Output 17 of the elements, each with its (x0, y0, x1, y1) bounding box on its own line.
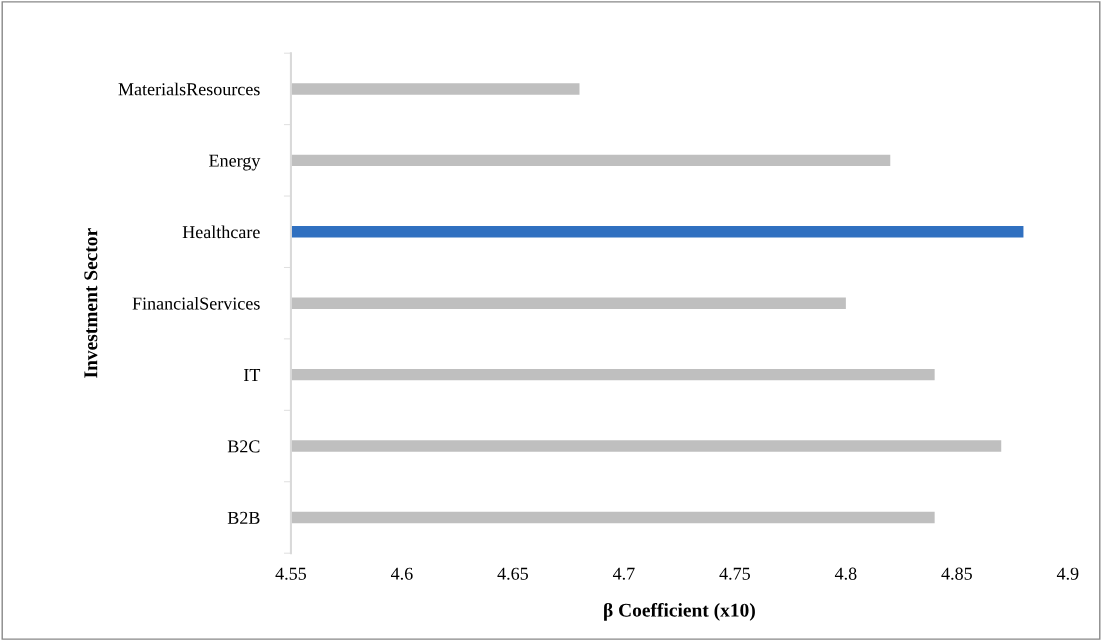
y-tick-label: B2C (227, 440, 260, 453)
y-tick-label: MaterialsResources (118, 82, 260, 96)
y-tick-label: B2B (227, 511, 260, 524)
x-tick-label: 4.8 (834, 567, 857, 580)
x-tick-label: 4.7 (612, 567, 635, 580)
x-tick-label: 4.9 (1056, 567, 1079, 580)
y-tick-label: FinancialServices (132, 296, 260, 310)
y-tick-label: IT (243, 369, 261, 381)
y-tick-label: Energy (209, 154, 261, 171)
y-tick-label: Healthcare (182, 225, 260, 239)
x-tick-label: 4.75 (719, 567, 750, 580)
x-axis-title: β Coefficient (x10) (604, 602, 755, 621)
x-tick-label: 4.65 (497, 567, 528, 580)
x-tick-label: 4.6 (390, 567, 413, 580)
x-tick-label: 4.55 (275, 567, 307, 580)
x-tick-label: 4.85 (941, 567, 972, 580)
y-axis-title: Investment Sector (84, 228, 98, 378)
